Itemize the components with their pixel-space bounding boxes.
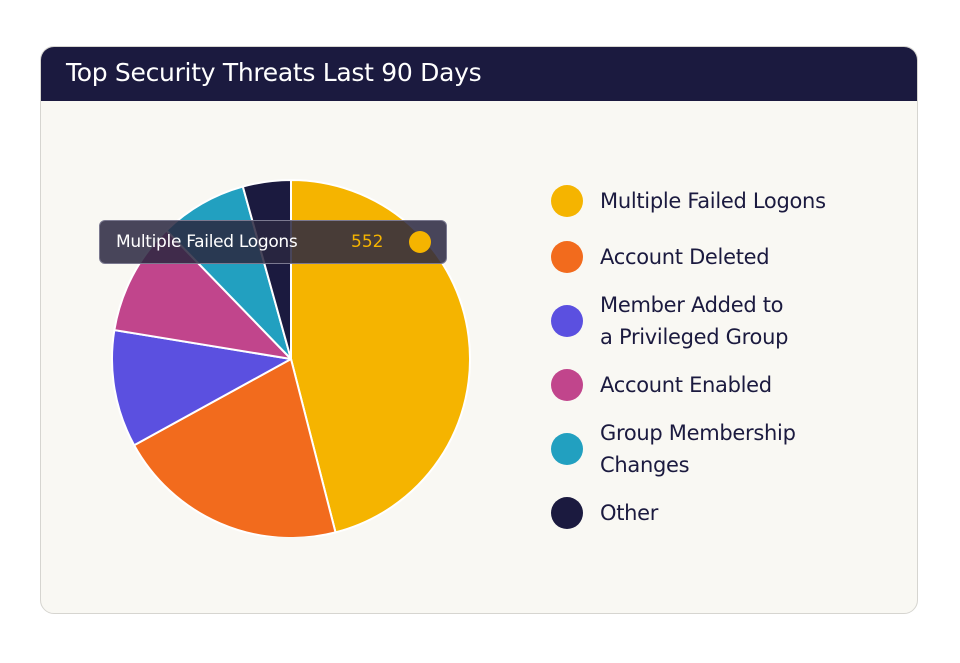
pie-slice-multiple-failed-logons[interactable] bbox=[290, 179, 471, 534]
tooltip-color-dot bbox=[409, 231, 431, 253]
chart-tooltip: Multiple Failed Logons 552 bbox=[99, 220, 447, 264]
chart-title: Top Security Threats Last 90 Days bbox=[66, 58, 482, 87]
legend-label-line: Changes bbox=[600, 453, 690, 477]
legend-label: Account Deleted bbox=[600, 241, 890, 273]
legend-label: Account Enabled bbox=[600, 369, 890, 401]
pie-slice-member-added-to-a-privileged-group[interactable] bbox=[111, 329, 292, 447]
legend-swatch bbox=[551, 185, 583, 217]
legend-label-line: Other bbox=[600, 501, 659, 525]
tooltip-label: Multiple Failed Logons bbox=[116, 232, 298, 252]
tooltip-value: 552 bbox=[351, 232, 384, 252]
legend-swatch bbox=[551, 305, 583, 337]
legend-label-line: Multiple Failed Logons bbox=[600, 189, 826, 213]
legend-swatch bbox=[551, 369, 583, 401]
legend-label: Member Added to a Privileged Group bbox=[600, 289, 890, 353]
chart-card: Top Security Threats Last 90 Days Multip… bbox=[40, 46, 918, 614]
legend-swatch bbox=[551, 433, 583, 465]
legend-swatch bbox=[551, 497, 583, 529]
legend-label: Multiple Failed Logons bbox=[600, 185, 890, 217]
legend-label-line: a Privileged Group bbox=[600, 325, 789, 349]
legend-label-line: Account Deleted bbox=[600, 245, 770, 269]
legend-label-line: Account Enabled bbox=[600, 373, 772, 397]
legend-label-line: Group Membership bbox=[600, 421, 796, 445]
card-header: Top Security Threats Last 90 Days bbox=[41, 47, 917, 101]
legend-swatch bbox=[551, 241, 583, 273]
pie-slice-account-deleted[interactable] bbox=[133, 358, 337, 537]
legend-label: Group Membership Changes bbox=[600, 417, 890, 481]
legend-label-line: Member Added to bbox=[600, 293, 784, 317]
legend-label: Other bbox=[600, 497, 890, 529]
